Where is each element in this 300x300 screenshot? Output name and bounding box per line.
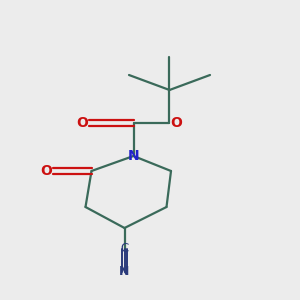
Text: N: N: [119, 265, 130, 278]
Text: O: O: [76, 116, 88, 130]
Text: O: O: [170, 116, 182, 130]
Text: O: O: [40, 164, 52, 178]
Text: N: N: [128, 149, 139, 163]
Text: C: C: [120, 242, 129, 256]
